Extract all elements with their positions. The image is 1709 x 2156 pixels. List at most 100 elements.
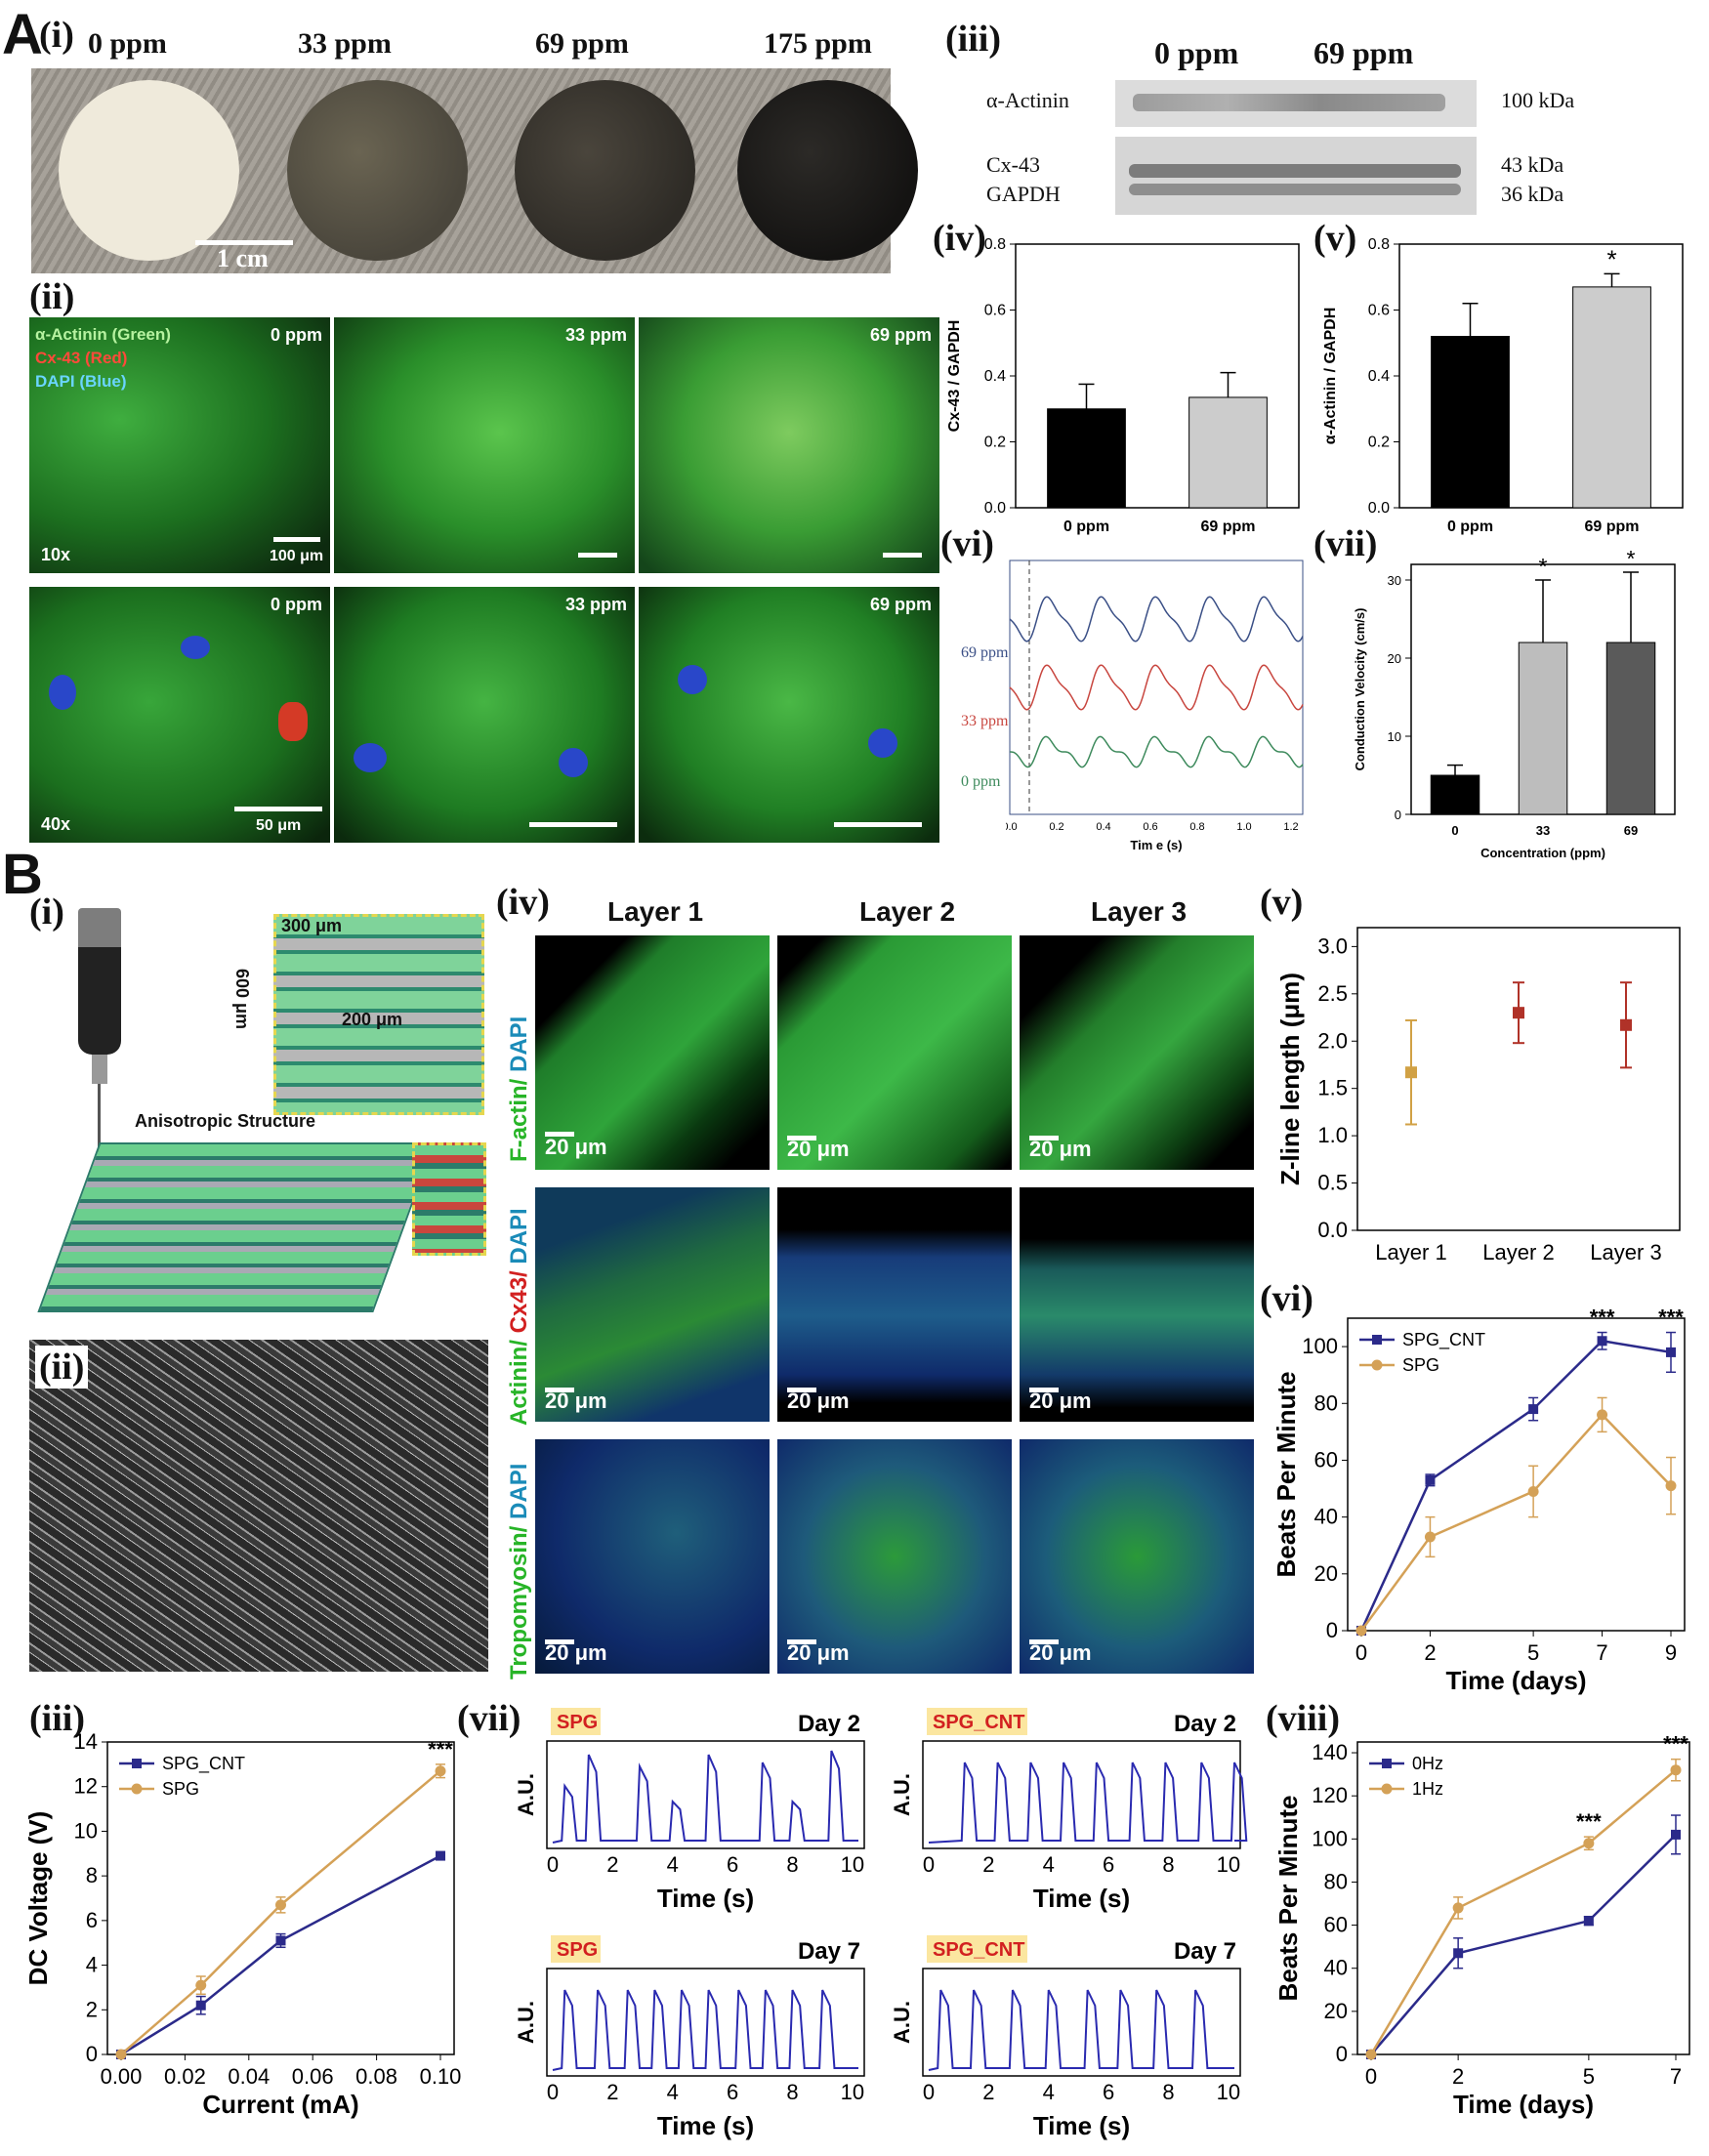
micro-actinin-layer3: 20 μm	[1020, 1187, 1254, 1422]
trace-line	[928, 1989, 1234, 2071]
legend-label: SPG	[162, 1779, 199, 1799]
legend-label: 0Hz	[1412, 1754, 1443, 1773]
legend-label: SPG_CNT	[1402, 1330, 1485, 1350]
x-tick-label: 6	[1103, 1852, 1114, 1877]
x-tick-label: Layer 1	[1375, 1240, 1446, 1265]
y-axis-label: α-Actinin / GAPDH	[1322, 308, 1339, 445]
scaffold-stack	[37, 1142, 436, 1312]
x-tick-label: 6	[1103, 2080, 1114, 2104]
y-tick-label: 0	[1326, 1618, 1338, 1642]
micro-40x-33ppm: 33 ppm	[334, 587, 635, 843]
stain-label-2: DAPI	[506, 1463, 532, 1519]
a-i-scale-bar	[195, 240, 293, 245]
stain-label-1: /	[506, 1518, 532, 1533]
y-tick-label: 0.5	[1317, 1171, 1348, 1195]
cell-nucleus	[868, 728, 897, 758]
x-tick-label: Layer 3	[1590, 1240, 1661, 1265]
data-point	[275, 1935, 286, 1946]
legend-cx43: Cx-43 (Red)	[35, 349, 128, 367]
series-line	[1359, 1339, 1672, 1632]
panel-label-a-vi: (vi)	[940, 523, 994, 564]
y-tick-label: 0	[1336, 2042, 1348, 2066]
chart-b-vii-spgcnt-day7: SPG_CNT Day 7 0 2 4 6 8 10 Time (s) A.U.	[890, 1935, 1241, 2140]
scale-bar	[787, 1639, 816, 1644]
plot-frame	[922, 1740, 1241, 1849]
scale-label: 20 μm	[787, 1137, 850, 1161]
y-tick-label: 10	[1388, 729, 1401, 744]
x-tick-label: Layer 2	[1482, 1240, 1554, 1265]
magnification-40x: 40x	[41, 814, 71, 834]
x-tick-label: 0	[923, 1852, 935, 1877]
panel-label-b-vii: (vii)	[457, 1698, 521, 1739]
stain-label-4: DAPI	[506, 1208, 532, 1265]
y-tick-label: 40	[1314, 1505, 1338, 1529]
legend-label: 1Hz	[1412, 1779, 1443, 1799]
scale-bar	[1029, 1388, 1059, 1392]
panel-letter-b: B	[2, 843, 43, 906]
plot-frame	[106, 1741, 455, 2055]
stain-label-0: Actinin	[506, 1346, 532, 1426]
legend-marker	[1381, 1783, 1393, 1795]
scale-label-10x: 100 μm	[270, 548, 324, 564]
y-tick-label: 4	[86, 1953, 98, 1977]
x-tick-label: 10	[841, 2080, 864, 2104]
scale-bar	[545, 1132, 574, 1137]
series-line	[1359, 1413, 1672, 1632]
legend-marker	[1372, 1335, 1382, 1345]
stain-label-1: /	[506, 1333, 532, 1347]
significance-marker: ***	[1663, 1732, 1688, 1757]
cell-nucleus	[678, 665, 707, 694]
bar	[1572, 286, 1651, 509]
legend-marker	[131, 1783, 143, 1795]
significance-marker: *	[1606, 244, 1616, 273]
legend-label: SPG	[1402, 1355, 1439, 1375]
trace-line	[928, 1762, 1248, 1844]
scale-label-40x: 50 μm	[256, 817, 302, 834]
significance-marker: *	[1627, 547, 1636, 571]
scale-bar-40x	[834, 822, 922, 827]
panel-label-a-v: (v)	[1313, 218, 1357, 259]
x-axis-label: Concentration (ppm)	[1480, 846, 1605, 860]
y-tick-label: 0.8	[984, 236, 1006, 253]
panel-label-a-ii: (ii)	[29, 276, 75, 317]
x-tick-label: 2	[606, 2080, 618, 2104]
x-axis-label: Time (s)	[657, 2111, 754, 2140]
y-tick-label: 0.6	[1368, 303, 1390, 319]
significance-marker: ***	[428, 1737, 453, 1762]
significance-marker: ***	[1658, 1308, 1684, 1330]
panel-label-a-vii: (vii)	[1313, 523, 1378, 564]
data-point	[1597, 1409, 1608, 1421]
data-point	[1597, 1336, 1607, 1347]
y-tick-label: 0.2	[984, 435, 1006, 451]
data-point	[1583, 1916, 1594, 1927]
y-tick-label: 1.5	[1317, 1076, 1348, 1100]
x-tick-label: 69	[1624, 823, 1638, 838]
y-axis-label: Z-line length (μm)	[1275, 973, 1305, 1185]
a-i-conc-1: 33 ppm	[298, 27, 392, 60]
printer-nozzle	[78, 908, 121, 947]
magnification-10x: 10x	[41, 545, 71, 564]
condition-tag-bg	[927, 1935, 1027, 1963]
cell-nucleus	[354, 743, 387, 772]
y-axis-label: Beats Per Minute	[1271, 1372, 1301, 1578]
bar	[1430, 774, 1480, 815]
panel-label-b-ii: (ii)	[35, 1346, 89, 1389]
scale-bar	[787, 1136, 816, 1140]
blot-band	[1129, 164, 1461, 178]
y-tick-label: 40	[1324, 1956, 1348, 1980]
x-axis-label: Time (s)	[657, 1884, 754, 1913]
scale-label: 20 μm	[545, 1135, 607, 1159]
y-tick-label: 60	[1324, 1913, 1348, 1937]
plot-frame	[1347, 1317, 1686, 1632]
x-axis-label: Time (days)	[1445, 1666, 1586, 1695]
x-axis-label: Current (mA)	[202, 2090, 358, 2119]
x-tick-label: 0	[1365, 2064, 1377, 2089]
x-tick-label: 2	[1452, 2064, 1464, 2089]
a-i-conc-2: 69 ppm	[535, 27, 629, 60]
panel-label-a-iii: (iii)	[945, 19, 1001, 60]
y-axis-label: Cx-43 / GAPDH	[946, 320, 963, 433]
b-ii-sem-image	[29, 1340, 488, 1672]
micro-10x-33ppm: 33 ppm	[334, 317, 635, 573]
scale-bar-10x	[273, 537, 320, 542]
x-axis-label: Time (days)	[1453, 2090, 1594, 2119]
